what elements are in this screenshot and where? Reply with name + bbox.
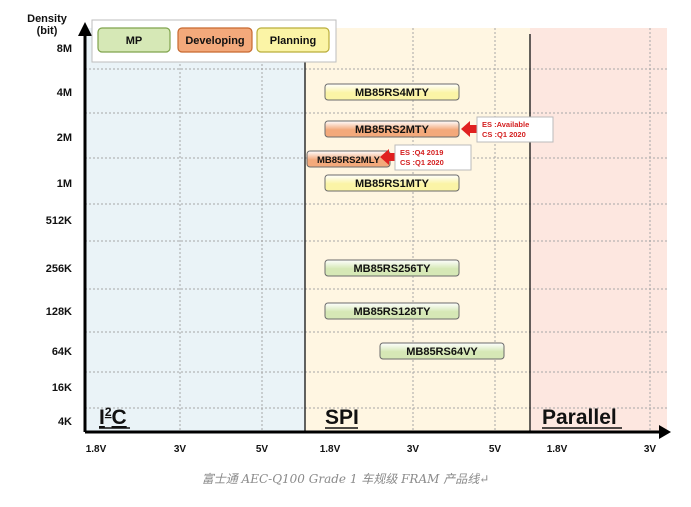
product-label-mb85rs128ty: MB85RS128TY <box>353 306 431 318</box>
y-tick-1m: 1M <box>57 178 72 190</box>
y-tick-512k: 512K <box>46 215 72 227</box>
chart-caption: 富士通 AEC-Q100 Grade 1 车规级 FRAM 产品线↵ <box>201 472 490 486</box>
note-box-mb85rs2mly <box>394 144 472 171</box>
region-parallel <box>530 28 667 432</box>
product-label-mb85rs256ty: MB85RS256TY <box>353 263 431 275</box>
product-label-mb85rs64vy: MB85RS64VY <box>406 346 478 358</box>
x-tick-parallel-1-8v: 1.8V <box>547 444 568 455</box>
y-axis-title: (bit) <box>37 25 58 37</box>
x-tick-spi-5v: 5V <box>489 444 502 455</box>
legend-label-developing: Developing <box>185 35 244 47</box>
product-label-mb85rs2mly: MB85RS2MLY <box>317 155 381 166</box>
y-tick-128k: 128K <box>46 306 72 318</box>
product-bar-mb85rs128ty <box>324 302 460 320</box>
note-text: CS :Q1 2020 <box>482 130 526 139</box>
y-axis-arrow <box>78 22 92 36</box>
x-tick-spi-1-8v: 1.8V <box>320 444 341 455</box>
note-text: ES :Q4 2019 <box>400 148 443 157</box>
fram-product-chart: Density(bit) 8M 4M 2M 1M 512K 256K 128K 64K 16K 4K… <box>27 13 671 455</box>
region-i2c <box>85 28 305 432</box>
product-label-mb85rs4mty: MB85RS4MTY <box>355 87 430 99</box>
note-arrow-mb85rs2mty <box>461 121 478 137</box>
x-tick-spi-3v: 3V <box>407 444 420 455</box>
product-bar-mb85rs1mty <box>324 174 460 192</box>
region-label-i2c: I2C <box>99 405 127 429</box>
x-axis-arrow <box>659 425 671 439</box>
product-label-mb85rs1mty: MB85RS1MTY <box>355 178 430 190</box>
region-label-spi: SPI <box>325 406 359 429</box>
legend-swatch-planning <box>256 27 330 53</box>
y-tick-16k: 16K <box>52 382 72 394</box>
y-tick-256k: 256K <box>46 263 72 275</box>
y-tick-2m: 2M <box>57 132 72 144</box>
x-tick-i2c-1-8v: 1.8V <box>86 444 107 455</box>
legend-label-planning: Planning <box>270 35 316 47</box>
note-text: ES :Available <box>482 120 529 129</box>
product-bar-mb85rs2mty <box>324 120 460 138</box>
y-tick-8m: 8M <box>57 43 72 55</box>
y-tick-64k: 64K <box>52 346 72 358</box>
product-bar-mb85rs4mty <box>324 83 460 101</box>
note-text: CS :Q1 2020 <box>400 158 444 167</box>
x-tick-i2c-3v: 3V <box>174 444 187 455</box>
y-tick-4m: 4M <box>57 87 72 99</box>
y-axis-title: Density <box>27 13 68 25</box>
note-box-mb85rs2mty <box>476 116 554 143</box>
x-tick-i2c-5v: 5V <box>256 444 269 455</box>
product-label-mb85rs2mty: MB85RS2MTY <box>355 124 430 136</box>
note-arrow-mb85rs2mly <box>380 149 397 165</box>
product-bar-mb85rs256ty <box>324 259 460 277</box>
x-tick-parallel-3v: 3V <box>644 444 657 455</box>
legend-label-mp: MP <box>126 35 143 47</box>
product-bar-mb85rs64vy <box>379 342 505 360</box>
legend-swatch-mp <box>97 27 171 53</box>
y-tick-4k: 4K <box>58 416 72 428</box>
region-label-parallel: Parallel <box>542 406 617 429</box>
legend-swatch-developing <box>177 27 253 53</box>
